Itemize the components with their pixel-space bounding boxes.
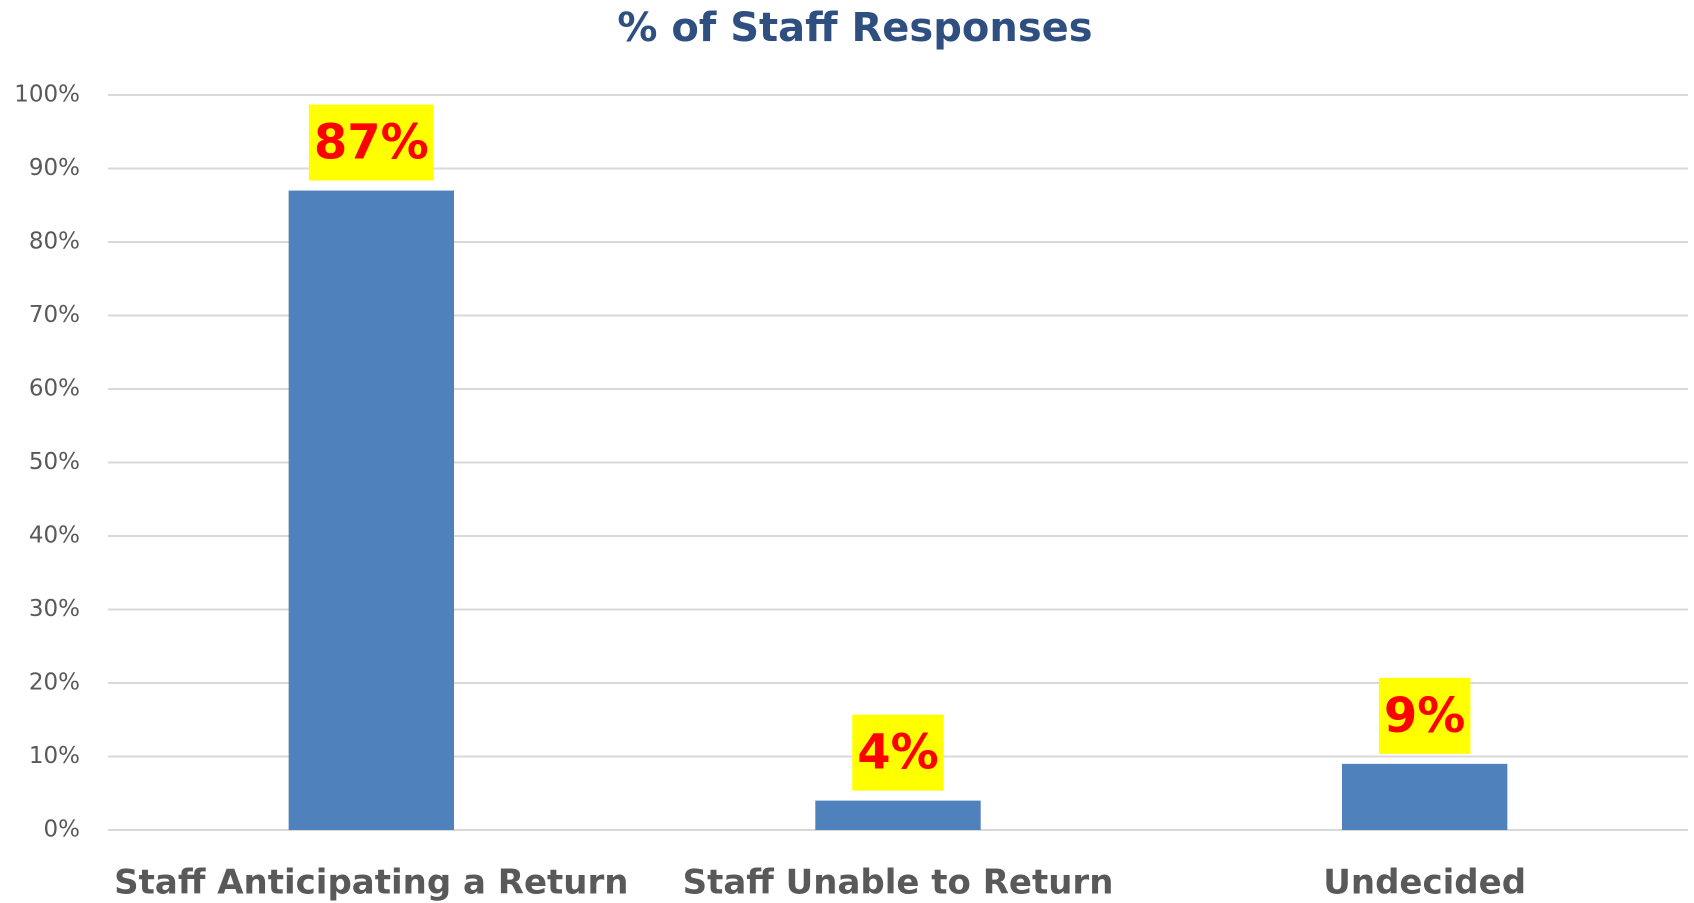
chart-title: % of Staff Responses: [617, 5, 1092, 51]
x-tick-label: Staff Unable to Return: [683, 863, 1114, 903]
y-tick-label: 0%: [44, 817, 81, 843]
y-tick-label: 10%: [29, 743, 80, 769]
value-label-background: [308, 104, 434, 181]
y-tick-label: 80%: [29, 229, 80, 255]
y-tick-label: 90%: [29, 155, 80, 181]
y-tick-label: 20%: [29, 670, 80, 696]
y-tick-label: 70%: [29, 302, 80, 328]
y-tick-label: 100%: [14, 82, 80, 108]
x-tick-label: Staff Anticipating a Return: [114, 863, 628, 903]
y-tick-label: 60%: [29, 376, 80, 402]
x-tick-label: Undecided: [1323, 863, 1526, 903]
value-label: 87%: [314, 115, 429, 171]
value-label: 4%: [857, 725, 939, 781]
y-tick-label: 30%: [29, 596, 80, 622]
y-tick-label: 40%: [29, 523, 80, 549]
y-tick-label: 50%: [29, 449, 80, 475]
bar: [288, 190, 455, 831]
value-label: 9%: [1384, 688, 1466, 744]
value-label-background: [852, 714, 944, 791]
bar: [1341, 763, 1508, 830]
bar: [815, 800, 981, 830]
value-label-background: [1378, 677, 1471, 754]
